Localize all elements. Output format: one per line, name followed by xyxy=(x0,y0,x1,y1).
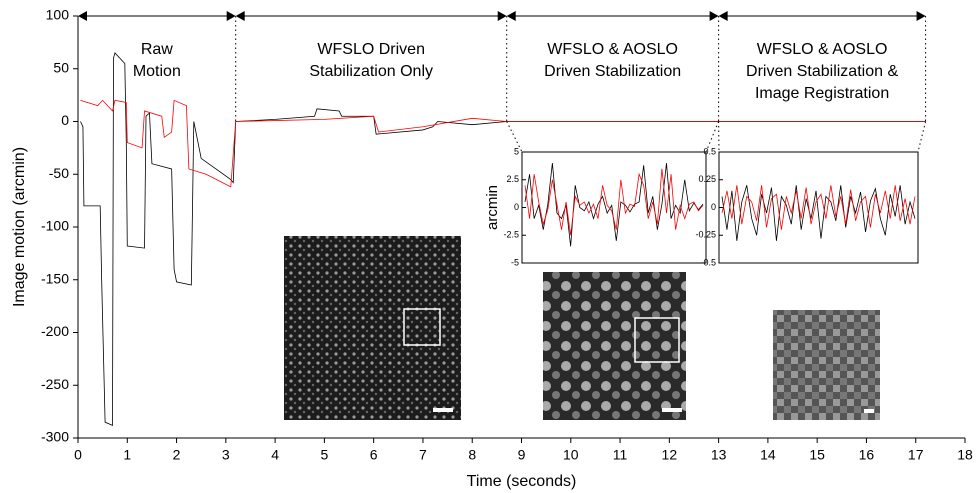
x-tick-label: 12 xyxy=(662,447,678,463)
arrow-head xyxy=(718,11,728,21)
y-tick-label: -0.5 xyxy=(700,257,716,267)
x-tick-label: 0 xyxy=(74,447,82,463)
trace xyxy=(80,99,926,188)
annotation: WFSLO & AOSLO xyxy=(757,41,888,58)
connector xyxy=(705,121,720,153)
retina-images xyxy=(284,236,880,420)
inset-frame xyxy=(521,151,707,264)
annotation: Driven Stabilization & xyxy=(746,63,898,80)
y-tick-label: 0 xyxy=(61,112,69,128)
x-tick-label: 8 xyxy=(468,447,476,463)
x-tick-label: 6 xyxy=(370,447,378,463)
image-aoslo xyxy=(543,272,686,420)
trace xyxy=(721,185,916,230)
trace xyxy=(524,168,704,236)
y-tick-label: 5 xyxy=(514,146,519,156)
annotation: WFSLO Driven xyxy=(317,41,425,58)
x-tick-label: 16 xyxy=(859,447,875,463)
x-tick-label: 18 xyxy=(957,447,973,463)
trace xyxy=(80,52,926,426)
trace xyxy=(524,163,704,247)
image-wfslo xyxy=(284,236,461,420)
connector xyxy=(506,121,523,153)
inset-frame xyxy=(718,151,919,264)
y-axis-label: Image motion (arcmin) xyxy=(11,147,28,307)
x-tick-label: 10 xyxy=(563,447,579,463)
y-tick-label: -100 xyxy=(41,218,69,234)
x-tick-label: 14 xyxy=(760,447,776,463)
arrow-head xyxy=(235,11,245,21)
y-tick-label: 0 xyxy=(514,202,519,212)
y-tick-label: -5 xyxy=(511,257,519,267)
arrow-head xyxy=(78,11,87,21)
x-tick-label: 17 xyxy=(908,447,924,463)
annotation: Driven Stabilization xyxy=(544,63,681,80)
arrow-head xyxy=(709,11,719,21)
annotation: WFSLO & AOSLO xyxy=(547,41,678,58)
x-tick-label: 2 xyxy=(173,447,181,463)
y-tick-label: 0.5 xyxy=(703,146,716,156)
x-tick-label: 1 xyxy=(123,447,131,463)
trace xyxy=(721,185,916,241)
y-tick-label: 100 xyxy=(46,7,70,23)
roi-box xyxy=(634,317,680,363)
y-tick-label: 0 xyxy=(711,202,716,212)
y-tick-label: -0.25 xyxy=(695,230,716,240)
arrow-head xyxy=(497,11,507,21)
annotation: Raw xyxy=(141,41,173,58)
arrow-head xyxy=(916,11,926,21)
x-tick-label: 9 xyxy=(518,447,526,463)
x-tick-label: 13 xyxy=(711,447,727,463)
x-tick-label: 15 xyxy=(809,447,825,463)
scale-bar xyxy=(662,408,682,412)
x-tick-label: 3 xyxy=(222,447,230,463)
y-tick-label: -150 xyxy=(41,270,69,286)
y-tick-label: 0.25 xyxy=(698,174,716,184)
y-tick-label: -50 xyxy=(49,165,69,181)
y-tick-label: 50 xyxy=(53,59,69,75)
arrow-head xyxy=(226,11,236,21)
image-registered xyxy=(773,310,880,420)
scale-bar xyxy=(433,408,453,412)
scale-bar xyxy=(864,409,874,413)
connector xyxy=(917,121,927,153)
x-tick-label: 5 xyxy=(320,447,328,463)
annotation: Image Registration xyxy=(755,85,889,102)
y-tick-label: -250 xyxy=(41,376,69,392)
y-tick-label: -200 xyxy=(41,323,69,339)
x-tick-label: 11 xyxy=(613,447,628,463)
x-tick-label: 4 xyxy=(271,447,279,463)
x-tick-label: 7 xyxy=(419,447,427,463)
arrow-head xyxy=(506,11,516,21)
x-axis-label: Time (seconds) xyxy=(467,473,577,490)
y-tick-label: -2.5 xyxy=(503,230,519,240)
annotation: Motion xyxy=(133,63,181,80)
roi-box xyxy=(403,308,441,346)
y-tick-label: 2.5 xyxy=(506,174,519,184)
y-tick-label: -300 xyxy=(41,429,69,445)
y-axis-label: arcmin xyxy=(484,185,501,230)
annotation: Stabilization Only xyxy=(309,63,433,80)
